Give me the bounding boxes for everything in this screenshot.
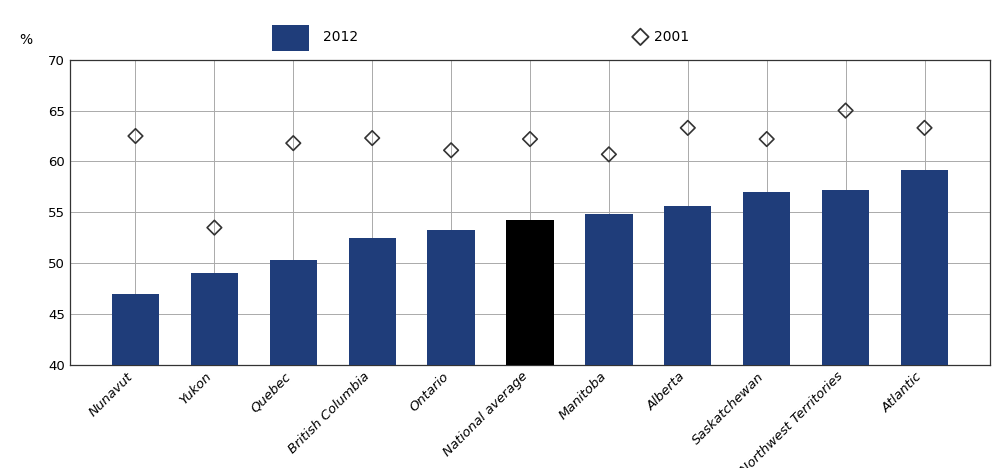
Point [127, 132, 143, 140]
Text: %: % [19, 33, 33, 47]
Point [632, 33, 648, 41]
Bar [743, 192, 790, 365]
Point [601, 151, 617, 158]
Bar [901, 169, 948, 365]
Point [364, 134, 380, 142]
Point [680, 124, 696, 132]
Bar [349, 238, 396, 365]
Text: 2001: 2001 [654, 30, 689, 44]
FancyBboxPatch shape [272, 25, 309, 51]
Bar [270, 260, 317, 365]
Bar [506, 220, 554, 365]
Point [759, 135, 775, 143]
Point [443, 146, 459, 154]
Bar [822, 190, 869, 365]
Bar [427, 230, 475, 365]
Text: 2012: 2012 [323, 30, 358, 44]
Point [917, 124, 933, 132]
Point [206, 224, 222, 231]
Point [522, 135, 538, 143]
Bar [664, 206, 711, 365]
Point [838, 107, 854, 114]
Bar [112, 294, 159, 365]
Bar [585, 214, 633, 365]
Point [285, 139, 301, 147]
Bar [191, 273, 238, 365]
